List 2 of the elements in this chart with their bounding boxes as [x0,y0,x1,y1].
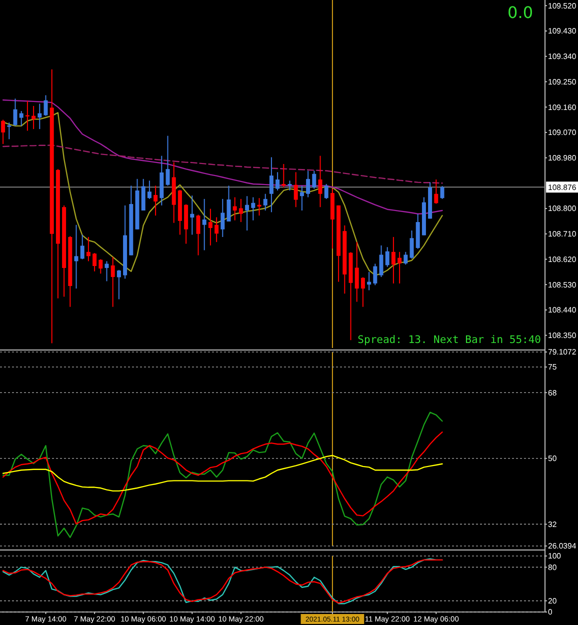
annotation: Spread: 13. Next Bar in 55:40 [358,334,541,346]
text: 0.0 [508,3,533,22]
